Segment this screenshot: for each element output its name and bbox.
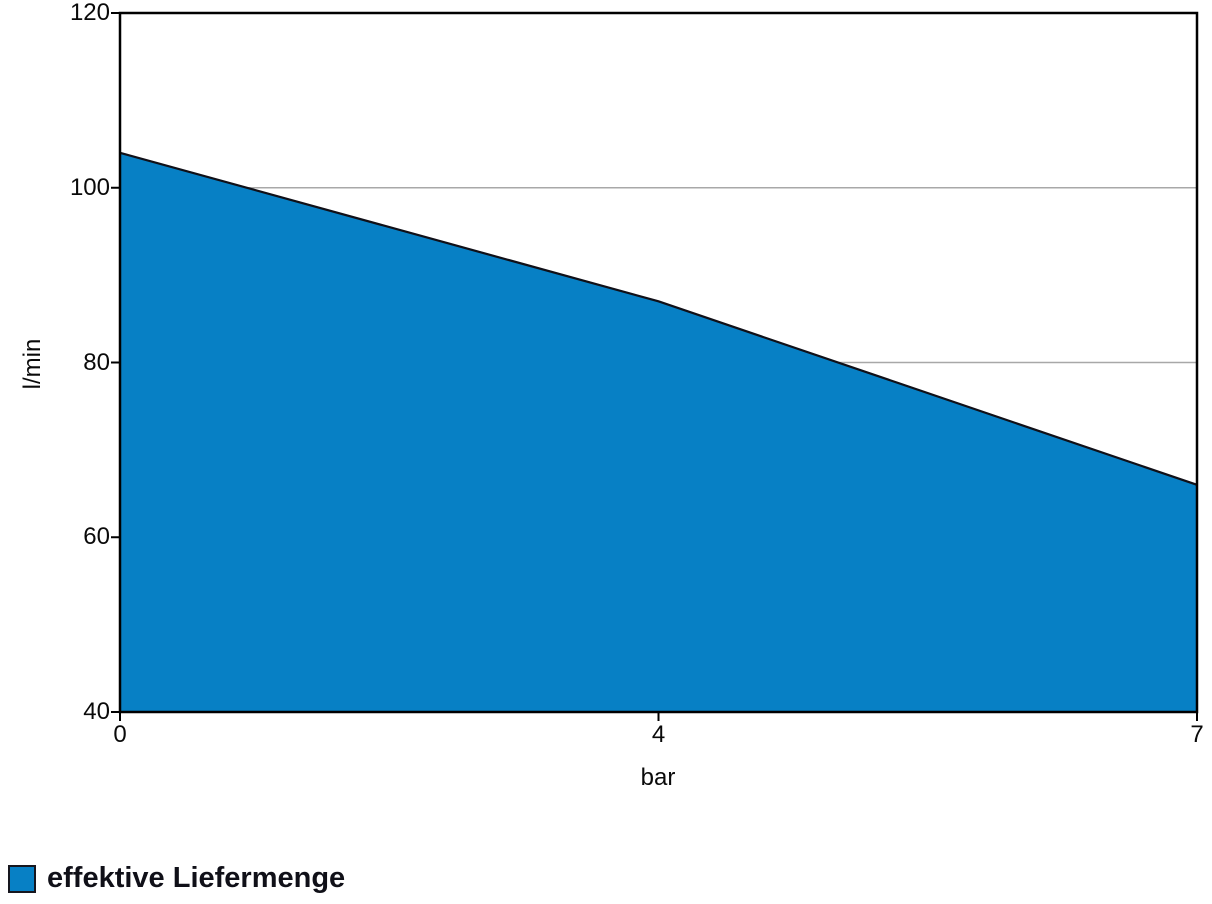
legend: effektive Liefermenge	[8, 864, 345, 893]
y-axis-tick-label: 100	[69, 173, 110, 201]
x-axis-tick-labels: 0 4 7	[0, 721, 1212, 754]
y-axis-tick-label: 120	[69, 0, 110, 26]
y-axis-tick-label: 80	[83, 348, 110, 376]
x-axis-title: bar	[640, 764, 676, 791]
legend-swatch	[8, 864, 36, 893]
y-axis-tick-label: 40	[83, 697, 110, 725]
series-line	[119, 151, 1198, 486]
y-axis-tick-label: 60	[83, 523, 110, 551]
x-axis-tick-label: 4	[651, 721, 666, 748]
x-axis-tick-label: 0	[113, 721, 127, 748]
x-axis-tick-label: 7	[1190, 721, 1204, 748]
y-axis-title: l/min	[19, 338, 46, 390]
y-axis-tick-labels: 120 100 80 60 40	[0, 0, 110, 760]
legend-label: effektive Liefermenge	[47, 862, 346, 894]
area-series	[120, 152, 1197, 713]
